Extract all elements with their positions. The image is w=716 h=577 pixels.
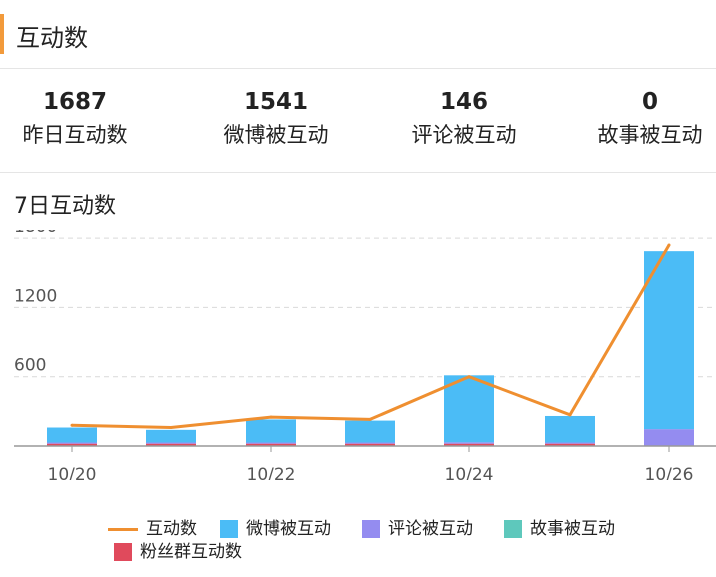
stat-comment-interactions: 146 评论被互动 <box>389 86 539 150</box>
legend-label: 故事被互动 <box>530 519 615 539</box>
stat-story-interactions: 0 故事被互动 <box>575 86 716 150</box>
bar-评论被互动-10/22 <box>246 442 296 444</box>
bar-微博被互动-10/26 <box>644 251 694 430</box>
legend-item-story[interactable]: 故事被互动 <box>504 514 615 539</box>
bar-粉丝群互动数-10/21 <box>146 443 196 446</box>
bar-粉丝群互动数-10/25 <box>545 443 595 446</box>
line-point-10/22 <box>269 415 273 419</box>
bar-微博被互动-10/23 <box>345 420 395 443</box>
stat-value: 1687 <box>42 89 107 115</box>
line-point-10/20 <box>70 423 74 427</box>
stat-label: 昨日互动数 <box>22 123 128 147</box>
bar-粉丝群互动数-10/20 <box>47 443 97 446</box>
header-divider <box>0 68 716 69</box>
stat-label: 微博被互动 <box>223 123 329 147</box>
stat-value: 146 <box>439 89 488 115</box>
stats-divider <box>0 172 716 173</box>
x-tick-label: 10/20 <box>48 465 97 480</box>
legend-box-swatch <box>362 520 380 538</box>
bar-评论被互动-10/24 <box>444 442 494 444</box>
y-tick-label: 1800 <box>14 230 57 237</box>
bar-评论被互动-10/26 <box>644 429 694 446</box>
stat-yesterday-interactions: 1687 昨日互动数 <box>0 86 150 150</box>
interaction-chart: 600 1200 1800 10/20 10/22 10/24 10/26 <box>14 230 716 480</box>
bar-微博被互动-10/21 <box>146 429 196 443</box>
bar-粉丝群互动数-10/22 <box>246 443 296 446</box>
page-title: 互动数 <box>16 24 88 52</box>
stat-value: 1541 <box>243 89 308 115</box>
legend-label: 微博被互动 <box>246 519 331 539</box>
bar-微博被互动-10/20 <box>47 427 97 443</box>
legend-label: 粉丝群互动数 <box>140 542 242 562</box>
legend-box-swatch <box>504 520 522 538</box>
stat-value: 0 <box>641 89 658 115</box>
bar-评论被互动-10/21 <box>146 442 196 444</box>
bar-评论被互动-10/20 <box>47 442 97 444</box>
line-series-total <box>71 244 671 430</box>
bar-微博被互动-10/24 <box>444 375 494 443</box>
legend-item-fans[interactable]: 粉丝群互动数 <box>114 537 242 562</box>
panel-header: 互动数 <box>0 0 716 68</box>
line-point-10/26 <box>667 243 671 247</box>
legend-label: 评论被互动 <box>388 519 473 539</box>
bar-评论被互动-10/25 <box>545 442 595 444</box>
legend-line-swatch <box>108 527 138 531</box>
stat-label: 评论被互动 <box>411 123 517 147</box>
x-tick-label: 10/24 <box>445 465 494 480</box>
bar-微博被互动-10/22 <box>246 419 296 443</box>
chart-title: 7日互动数 <box>14 194 116 219</box>
line-point-10/24 <box>467 375 471 379</box>
stat-weibo-interactions: 1541 微博被互动 <box>201 86 351 150</box>
bar-粉丝群互动数-10/23 <box>345 443 395 446</box>
legend-box-swatch <box>220 520 238 538</box>
legend-label: 互动数 <box>146 519 197 539</box>
x-tick-label: 10/22 <box>247 465 296 480</box>
line-point-10/25 <box>568 413 572 417</box>
stat-label: 故事被互动 <box>597 123 703 147</box>
y-tick-label: 600 <box>14 356 46 376</box>
x-tick-label: 10/26 <box>645 465 694 480</box>
legend-item-comment[interactable]: 评论被互动 <box>362 514 473 539</box>
accent-bar <box>0 14 4 54</box>
legend-item-weibo[interactable]: 微博被互动 <box>220 514 331 539</box>
line-point-10/23 <box>368 417 372 421</box>
bar-评论被互动-10/23 <box>345 442 395 444</box>
legend-item-total[interactable]: 互动数 <box>108 514 197 539</box>
legend-box-swatch <box>114 543 132 561</box>
line-point-10/21 <box>169 426 173 430</box>
y-tick-label: 1200 <box>14 286 57 306</box>
bar-微博被互动-10/25 <box>545 415 595 443</box>
bar-粉丝群互动数-10/24 <box>444 443 494 446</box>
